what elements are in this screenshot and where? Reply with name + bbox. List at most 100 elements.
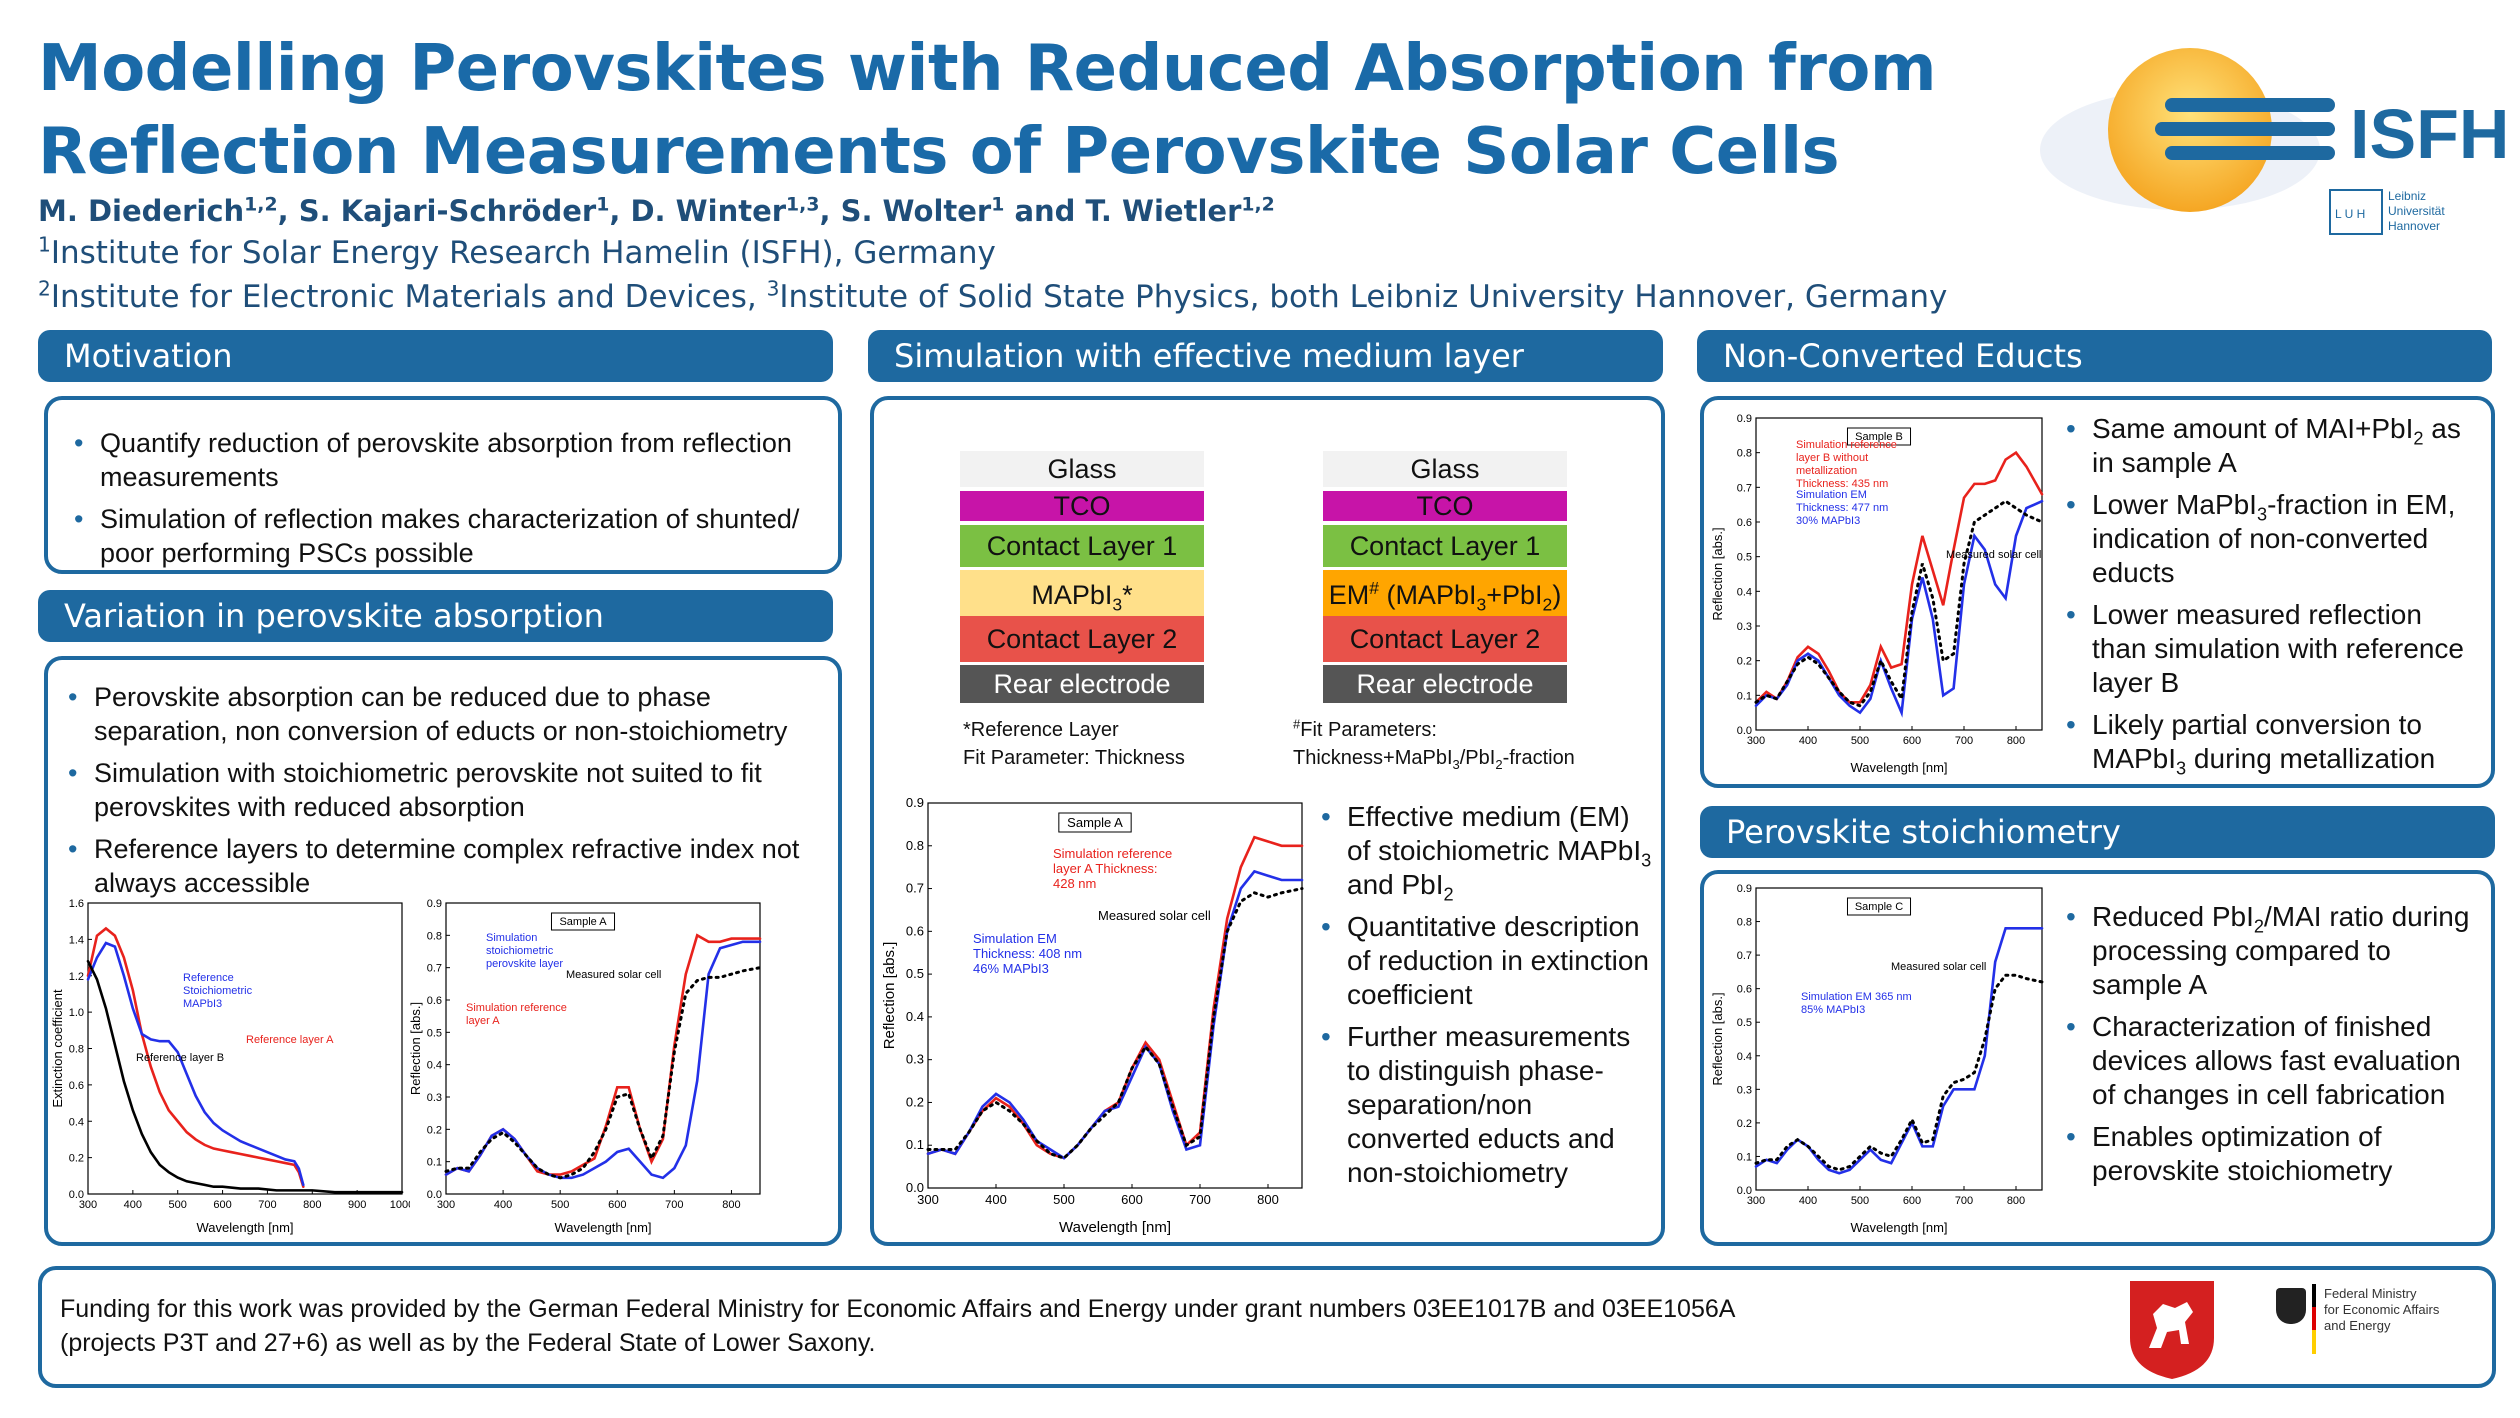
y-tick-label: 0.8 [1737, 917, 1752, 929]
y-tick-label: 0.5 [1737, 552, 1752, 564]
x-tick-label: 500 [1851, 735, 1869, 747]
funding-box: Funding for this work was provided by th… [38, 1266, 2496, 1388]
motivation-header: Motivation [38, 330, 833, 382]
svg-text:L U H: L U H [2335, 207, 2365, 221]
title-line-1: Modelling Perovskites with Reduced Absor… [38, 32, 1937, 106]
bullet: Reduced PbI2/MAI ratio during processing… [2060, 900, 2480, 1002]
y-tick-label: 0.0 [69, 1189, 84, 1201]
bmwi-line: and Energy [2324, 1318, 2391, 1333]
y-tick-label: 0.9 [1737, 883, 1752, 895]
x-tick-label: 800 [722, 1199, 740, 1211]
aff-sup: 1 [38, 232, 51, 257]
bullet: Perovskite absorption can be reduced due… [62, 680, 824, 748]
annotation: layer B without [1796, 452, 1868, 464]
x-tick-label: 300 [917, 1192, 939, 1207]
annotation: 85% MAPbI3 [1801, 1004, 1865, 1016]
note-left: *Reference Layer Fit Parameter: Thicknes… [963, 716, 1185, 772]
series-line [926, 835, 1304, 1160]
x-tick-label: 400 [1799, 1195, 1817, 1207]
annotation: Stoichiometric [183, 985, 253, 997]
annotation: layer A [466, 1015, 500, 1027]
y-tick-label: 0.4 [427, 1060, 442, 1072]
y-tick-label: 0.5 [906, 966, 924, 981]
note-line: #Fit Parameters: [1293, 716, 1437, 741]
y-tick-label: 0.7 [427, 963, 442, 975]
annotation: Reference layer B [136, 1052, 224, 1064]
y-tick-label: 0.6 [906, 923, 924, 938]
bullet: Enables optimization of perovskite stoic… [2060, 1120, 2480, 1188]
y-axis-label: Reflection [abs.] [1710, 992, 1725, 1085]
annotation: Reference [183, 972, 234, 984]
bullet: Characterization of finished devices all… [2060, 1010, 2480, 1112]
aff-text: Institute of Solid State Physics, both L… [779, 279, 1948, 315]
annotation: Simulation EM [973, 931, 1057, 946]
y-axis-label: Reflection [abs.] [1710, 527, 1725, 620]
y-tick-label: 1.6 [69, 898, 84, 910]
funding-text: Funding for this work was provided by th… [60, 1295, 1735, 1357]
plot-frame [1755, 887, 2043, 1191]
y-tick-label: 0.3 [906, 1052, 924, 1067]
chart-title: Sample A [1067, 815, 1123, 830]
y-tick-label: 0.9 [1737, 413, 1752, 425]
y-tick-label: 0.6 [1737, 984, 1752, 996]
author: T. Wietler [1085, 194, 1242, 228]
bullet: Simulation of reflection makes character… [68, 502, 818, 570]
annotation: Measured solar cell [1098, 908, 1211, 923]
y-tick-label: 1.2 [69, 971, 84, 983]
y-tick-label: 0.8 [1737, 448, 1752, 460]
y-axis-label: Reflection [abs.] [882, 942, 898, 1050]
series-line [86, 959, 404, 1194]
x-tick-label: 300 [1747, 735, 1765, 747]
y-tick-label: 0.2 [906, 1094, 924, 1109]
aff-sup: 2 [38, 276, 51, 301]
simulation-header: Simulation with effective medium layer [868, 330, 1663, 382]
x-tick-label: 600 [213, 1199, 231, 1211]
annotation: layer A Thickness: [1053, 861, 1158, 876]
y-tick-label: 0.8 [69, 1044, 84, 1056]
annotation: Measured solar cell [1891, 961, 1986, 973]
annotation: Measured solar cell [566, 969, 661, 981]
x-tick-label: 300 [437, 1199, 455, 1211]
y-tick-label: 0.3 [1737, 1084, 1752, 1096]
x-tick-label: 700 [1955, 735, 1973, 747]
simulation-list: Effective medium (EM) of stoichiometric … [1315, 800, 1655, 1198]
motivation-list: Quantify reduction of perovskite absorpt… [48, 400, 838, 570]
luh-line: Universität [2388, 204, 2445, 218]
y-tick-label: 0.0 [906, 1180, 924, 1195]
chart-title-box [1846, 427, 1912, 446]
bullet: Simulation with stoichiometric perovskit… [62, 756, 824, 824]
x-tick-label: 600 [1903, 735, 1921, 747]
series-line [926, 887, 1304, 1160]
x-tick-label: 800 [303, 1199, 321, 1211]
series-line [444, 966, 762, 1180]
y-tick-label: 0.6 [69, 1080, 84, 1092]
y-tick-label: 0.4 [1737, 1051, 1752, 1063]
x-axis-label: Wavelength [nm] [1059, 1219, 1171, 1236]
author: M. Diederich [38, 194, 245, 228]
y-tick-label: 0.6 [427, 995, 442, 1007]
y-tick-label: 0.4 [69, 1116, 84, 1128]
y-tick-label: 1.4 [69, 934, 84, 946]
bullet: Further measurements to distinguish phas… [1315, 1020, 1655, 1190]
x-tick-label: 600 [1903, 1195, 1921, 1207]
chart-title: Sample A [559, 916, 607, 928]
educts-list: Same amount of MAI+PbI2 as in sample A L… [2060, 412, 2480, 784]
y-tick-label: 0.4 [906, 1009, 924, 1024]
y-tick-label: 0.8 [906, 838, 924, 853]
bmwi-line: for Economic Affairs [2324, 1302, 2440, 1317]
annotation: 428 nm [1053, 876, 1096, 891]
x-tick-label: 600 [608, 1199, 626, 1211]
series-line [926, 869, 1304, 1160]
x-tick-label: 900 [348, 1199, 366, 1211]
chart-title-box [550, 912, 616, 931]
stoich-list: Reduced PbI2/MAI ratio during processing… [2060, 900, 2480, 1196]
bullet: Reference layers to determine complex re… [62, 832, 824, 900]
annotation: metallization [1796, 465, 1857, 477]
bullet: Quantitative description of reduction in… [1315, 910, 1655, 1012]
series-line [86, 941, 305, 1187]
series-line [86, 926, 305, 1189]
annotation: Thickness: 477 nm [1796, 502, 1888, 514]
annotation: Reference layer A [246, 1034, 334, 1046]
annotation: Thickness: 408 nm [973, 946, 1082, 961]
annotation: Measured solar cell [1946, 549, 2041, 561]
